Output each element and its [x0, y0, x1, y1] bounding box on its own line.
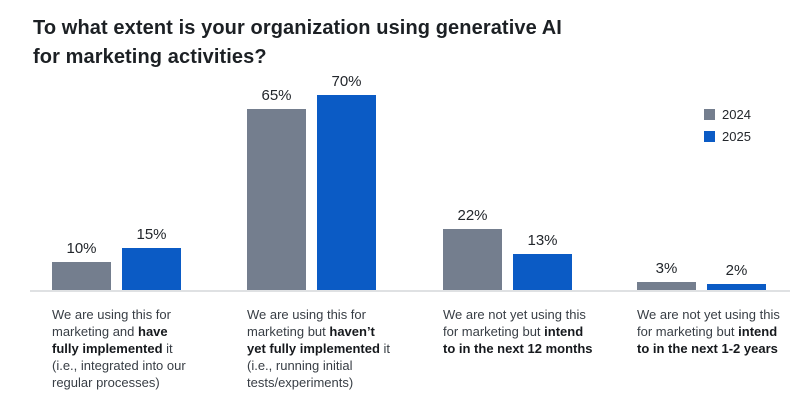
bar-group: 3% 2% [637, 260, 766, 290]
category-label: We are using this for marketing and have f… [52, 307, 186, 390]
bar-2024 [52, 262, 111, 290]
bar-value-label: 10% [66, 240, 97, 257]
category-label: We are not yet using this for marketing b… [637, 307, 780, 356]
chart-title-line1: To what extent is your organization usin… [33, 17, 562, 39]
legend-swatch-2025-icon [704, 131, 715, 142]
legend-label-2024: 2024 [722, 107, 751, 122]
bar-2025 [122, 248, 181, 290]
bar-column-2024: 22% [443, 207, 502, 290]
baseline-axis [30, 290, 790, 292]
bar-group: 22% 13% [443, 207, 572, 290]
bar-column-2024: 10% [52, 240, 111, 290]
bar-value-label: 13% [527, 232, 558, 249]
bar-column-2024: 65% [247, 87, 306, 290]
chart-title: To what extent is your organization usin… [33, 14, 562, 72]
legend-item-2024: 2024 [704, 107, 751, 122]
category-label: We are using this for marketing but haven… [247, 307, 391, 390]
bar-column-2024: 3% [637, 260, 696, 290]
legend: 2024 2025 [704, 107, 751, 144]
bar-value-label: 3% [655, 260, 678, 277]
category-label: We are not yet using this for marketing b… [443, 307, 593, 356]
chart-title-line2: for marketing activities? [33, 46, 267, 68]
bar-2025 [317, 95, 376, 290]
bar-column-2025: 2% [707, 262, 766, 290]
bar-2025 [707, 284, 766, 290]
bar-value-label: 70% [331, 73, 362, 90]
legend-item-2025: 2025 [704, 129, 751, 144]
bar-value-label: 22% [457, 207, 488, 224]
legend-label-2025: 2025 [722, 129, 751, 144]
bar-2024 [443, 229, 502, 290]
bar-column-2025: 15% [122, 226, 181, 290]
bar-2024 [247, 109, 306, 290]
bar-group: 65% 70% [247, 73, 376, 290]
bar-group: 10% 15% [52, 226, 181, 290]
bar-value-label: 15% [136, 226, 167, 243]
bar-value-label: 2% [725, 262, 748, 279]
legend-swatch-2024-icon [704, 109, 715, 120]
bar-column-2025: 13% [513, 232, 572, 290]
bar-value-label: 65% [261, 87, 292, 104]
bar-column-2025: 70% [317, 73, 376, 290]
bar-2025 [513, 254, 572, 290]
bar-2024 [637, 282, 696, 290]
